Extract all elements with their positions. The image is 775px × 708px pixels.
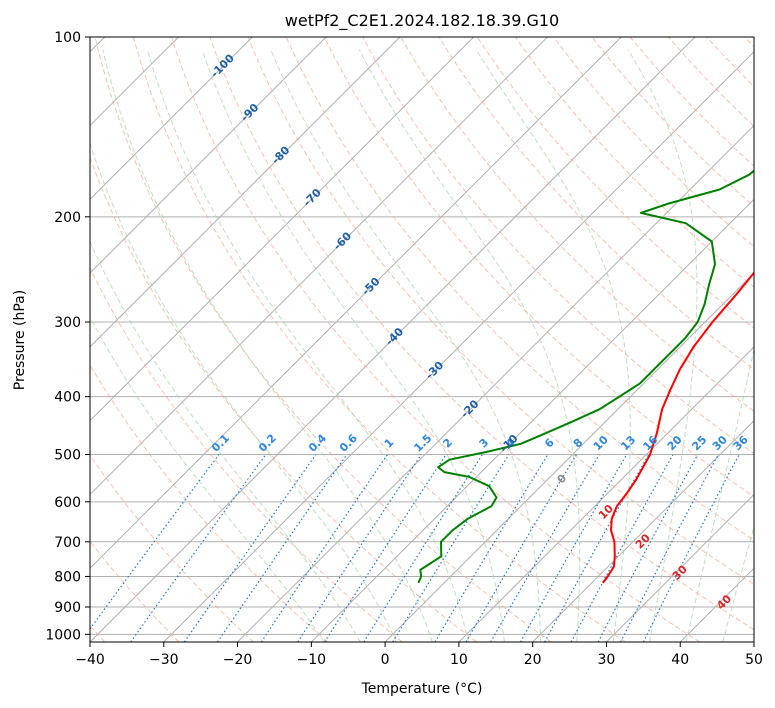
mixing-ratio-line: [519, 454, 628, 642]
mixing-ratio-line: [434, 454, 549, 642]
isotherm-line: [90, 37, 622, 569]
x-tick-label: 0: [381, 652, 390, 668]
dry-adiabat-line: [323, 37, 754, 498]
moist-adiabat-line: [90, 142, 397, 642]
mixing-ratio-line: [183, 454, 317, 642]
y-axis-label: Pressure (hPa): [12, 290, 28, 390]
temperature-profile: [602, 271, 754, 584]
x-tick-label: −20: [223, 652, 253, 668]
dry-adiabat-line: [400, 37, 754, 412]
isotherm-line: [90, 37, 253, 201]
dry-adiabat-line: [515, 37, 754, 288]
dry-adiabat-line: [476, 37, 754, 329]
mixing-ratio-line: [217, 454, 348, 642]
chart-title: wetPf2_C2E1.2024.182.18.39.G10: [285, 11, 559, 31]
dry-adiabat-line: [362, 37, 754, 455]
dry-adiabat-line: [90, 156, 477, 642]
isotherm-line: [310, 198, 754, 642]
mixing-ratio-line: [490, 454, 600, 642]
y-tick-label: 300: [54, 315, 81, 331]
x-axis: −40 −30 −20 −10 0 10 20 30 40 50: [75, 642, 763, 668]
moist-adiabat-line: [146, 49, 469, 642]
dewpoint-profile: [417, 169, 754, 584]
moist-adiabat-line: [722, 525, 754, 642]
x-tick-label: −40: [75, 652, 105, 668]
moist-adiabat-line: [90, 240, 361, 642]
moist-adiabat-line: [90, 315, 325, 642]
isotherm-line: [532, 419, 754, 642]
y-tick-label: 400: [54, 390, 81, 406]
isotherm-line: [384, 272, 754, 642]
mixing-ratio-line: [465, 454, 578, 642]
mixing-ratio-line: [570, 454, 674, 642]
x-tick-label: 30: [598, 652, 616, 668]
x-tick-label: 10: [450, 652, 468, 668]
moist-adiabat-line: [102, 49, 433, 642]
moist-adiabat-line: [685, 346, 754, 642]
dry-adiabat-line: [94, 37, 552, 642]
plot-area: [90, 37, 754, 642]
y-tick-label: 100: [54, 30, 81, 46]
isotherm-line: [90, 37, 548, 496]
mixing-ratio-line: [297, 454, 422, 642]
dry-adiabat-line: [90, 364, 329, 642]
x-tick-label: 40: [671, 652, 689, 668]
dry-adiabat-line: [285, 37, 754, 541]
y-tick-label: 900: [54, 600, 81, 616]
moist-adiabat-line: [270, 49, 541, 642]
y-tick-label: 800: [54, 569, 81, 585]
isotherm-line: [90, 37, 696, 642]
x-tick-label: 20: [524, 652, 542, 668]
y-tick-label: 500: [54, 448, 81, 464]
dry-adiabat-line: [90, 454, 254, 642]
dry-adiabat-line: [90, 266, 403, 642]
isotherm-line: [606, 493, 754, 642]
y-tick-label: 600: [54, 495, 81, 511]
mixing-ratio-line: [90, 454, 220, 630]
mixing-ratio-line: [260, 454, 388, 642]
mixing-ratio-line: [130, 454, 267, 642]
mixing-ratio-line: [324, 454, 447, 642]
dry-adiabat-line: [629, 37, 754, 167]
x-tick-label: −30: [149, 652, 179, 668]
y-tick-label: 1000: [45, 627, 81, 643]
dry-adiabat-line: [132, 37, 626, 642]
y-tick-label: 700: [54, 535, 81, 551]
isotherm-line: [90, 37, 401, 348]
x-tick-label: 50: [745, 652, 763, 668]
moist-adiabat-line: [475, 49, 631, 642]
moist-adiabat-line: [627, 49, 698, 642]
isotherm-line: [163, 51, 754, 642]
isotherm-line: [90, 37, 327, 274]
isotherm-line: [458, 346, 754, 642]
x-axis-label: Temperature (°C): [361, 681, 483, 697]
dry-adiabat-line: [247, 37, 754, 586]
x-tick-label: −10: [297, 652, 327, 668]
mixing-ratio-line: [597, 454, 699, 642]
plot-frame: [89, 36, 755, 643]
moist-adiabat-line: [201, 49, 505, 642]
y-axis: 100 200 300 400 500 600 700 800 900 1000: [45, 30, 90, 643]
moist-adiabat-line: [358, 49, 581, 642]
isotherm-line: [90, 37, 475, 422]
y-tick-label: 200: [54, 210, 81, 226]
